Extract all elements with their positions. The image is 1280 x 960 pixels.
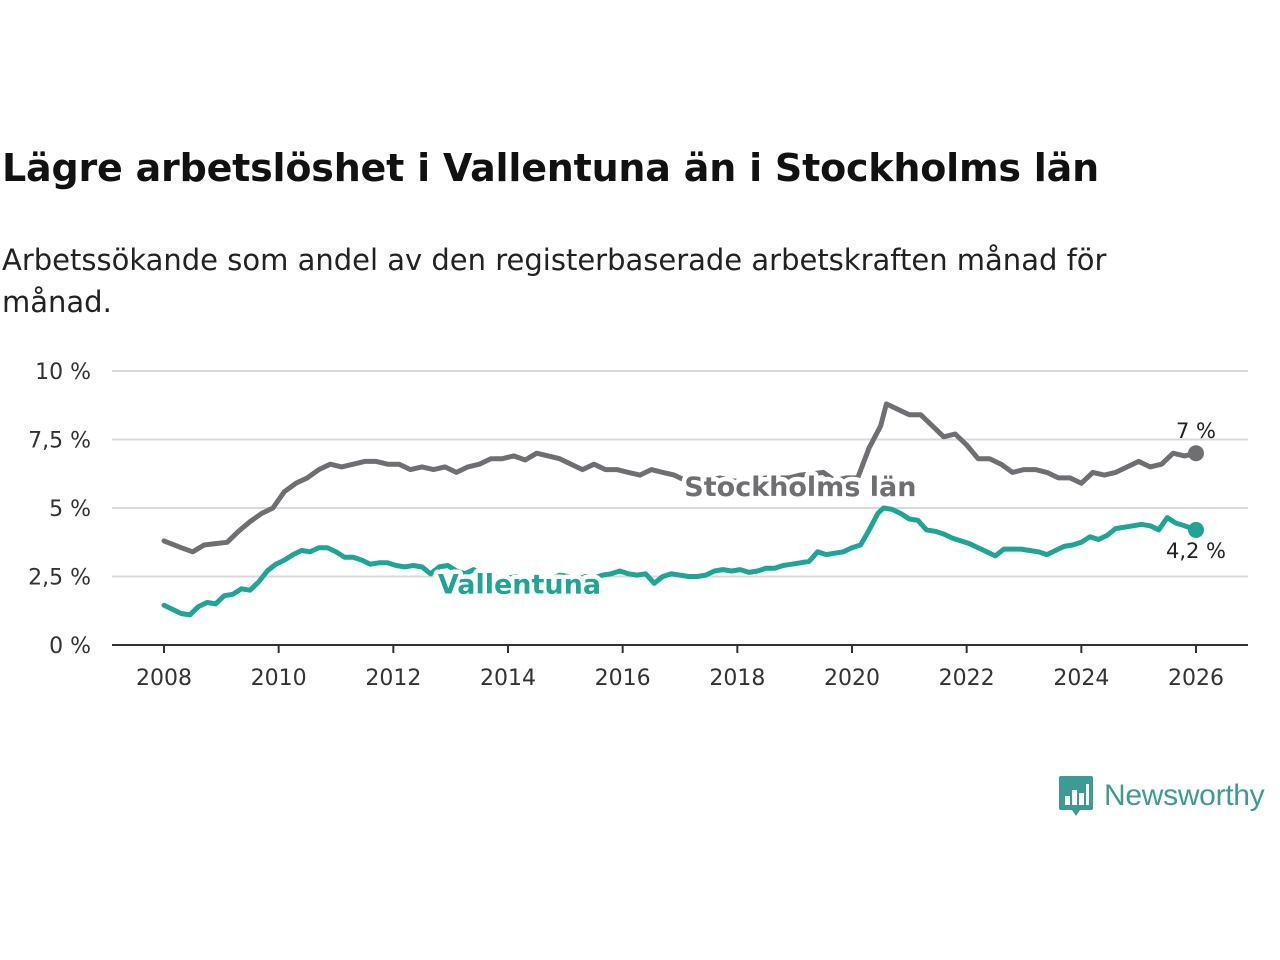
newsworthy-logo: Newsworthy [1058, 774, 1265, 818]
end-value-label-vallentuna: 4,2 % [1166, 539, 1226, 563]
x-axis: 2008 2010 2012 2014 2016 2018 2020 2022 2024 2026 [112, 644, 1248, 691]
y-tick-label: 0 % [49, 634, 91, 659]
y-tick-label: 5 % [49, 497, 91, 522]
end-point-vallentuna [1188, 521, 1204, 538]
end-value-label-stockholms-l-n: 7 % [1176, 419, 1216, 443]
series-line-stockholms-l-n [161, 401, 1199, 555]
end-point-stockholms-l-n [1188, 445, 1204, 462]
x-tick-label: 2008 [136, 666, 192, 691]
x-tick-label: 2014 [480, 666, 536, 691]
x-tick-label: 2012 [365, 666, 421, 691]
y-axis-ticks: 0 % 2,5 % 5 % 7,5 % 10 % [28, 360, 91, 659]
line-chart: 0 % 2,5 % 5 % 7,5 % 10 % 2008 2010 2012 2014 201… [28, 360, 1248, 691]
x-tick-label: 2020 [824, 666, 880, 691]
series-label-halo-vallentuna: Vallentuna [438, 569, 601, 600]
chart-title: Lägre arbetslöshet i Vallentuna än i Sto… [2, 146, 1099, 190]
series-label-halo-stockholms-l-n: Stockholms län [684, 472, 916, 503]
series-lines [161, 401, 1204, 618]
y-tick-label: 7,5 % [28, 429, 91, 454]
series-label-vallentuna: Vallentuna [438, 569, 601, 600]
x-tick-label: 2016 [595, 666, 651, 691]
series-line-vallentuna [161, 505, 1199, 618]
x-tick-label: 2018 [709, 666, 765, 691]
y-tick-label: 10 % [35, 360, 91, 385]
x-tick-label: 2024 [1053, 666, 1109, 691]
series-label-stockholms-l-n: Stockholms län [684, 472, 916, 503]
chart-subtitle: Arbetssökande som andel av den registerb… [2, 243, 1107, 319]
x-tick-label: 2026 [1168, 666, 1224, 691]
x-tick-label: 2022 [939, 666, 995, 691]
brand-name: Newsworthy [1104, 779, 1265, 812]
y-tick-label: 2,5 % [28, 566, 91, 591]
x-tick-label: 2010 [251, 666, 307, 691]
newsworthy-bar-chart-icon [1059, 776, 1093, 816]
